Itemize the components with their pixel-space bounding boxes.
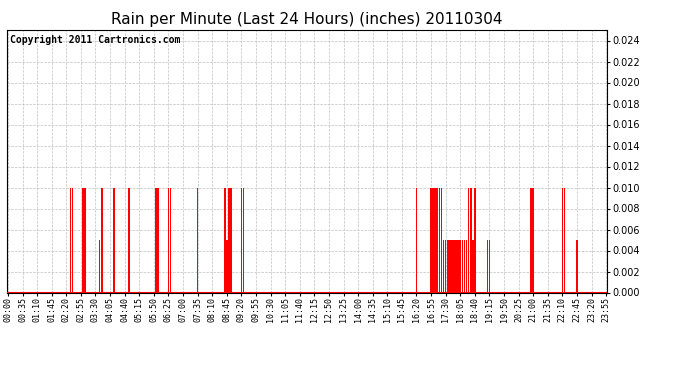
Bar [157,188,159,292]
Bar [441,188,442,292]
Bar [468,188,469,292]
Bar [82,188,83,292]
Bar [70,188,71,292]
Bar [451,240,453,292]
Bar [464,240,465,292]
Bar [197,188,199,292]
Bar [128,188,130,292]
Bar [453,240,455,292]
Bar [228,188,230,292]
Bar [486,240,489,292]
Bar [84,188,86,292]
Title: Rain per Minute (Last 24 Hours) (inches) 20110304: Rain per Minute (Last 24 Hours) (inches)… [111,12,503,27]
Bar [230,188,232,292]
Bar [445,240,446,292]
Bar [531,188,532,292]
Bar [437,188,438,292]
Bar [472,240,473,292]
Bar [226,240,228,292]
Bar [435,188,436,292]
Bar [439,188,440,292]
Bar [562,188,563,292]
Bar [99,240,101,292]
Bar [168,188,169,292]
Bar [460,240,461,292]
Bar [170,188,171,292]
Bar [474,188,475,292]
Bar [449,240,451,292]
Bar [113,188,115,292]
Bar [457,240,459,292]
Bar [489,240,491,292]
Bar [72,188,73,292]
Bar [243,188,244,292]
Bar [241,188,242,292]
Bar [455,240,457,292]
Bar [415,188,417,292]
Bar [433,188,434,292]
Bar [576,240,578,292]
Bar [564,188,565,292]
Bar [443,240,444,292]
Bar [431,188,432,292]
Bar [462,240,463,292]
Bar [447,240,448,292]
Bar [101,188,103,292]
Bar [470,188,471,292]
Bar [533,188,534,292]
Text: Copyright 2011 Cartronics.com: Copyright 2011 Cartronics.com [10,35,180,45]
Bar [224,188,226,292]
Bar [466,240,467,292]
Bar [155,188,157,292]
